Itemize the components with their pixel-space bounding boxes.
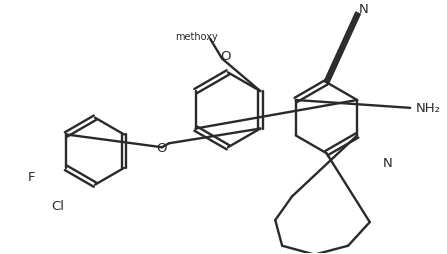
Text: methoxy: methoxy	[175, 32, 218, 42]
Text: F: F	[27, 171, 35, 184]
Text: NH₂: NH₂	[416, 102, 441, 115]
Text: O: O	[157, 141, 167, 154]
Text: N: N	[359, 3, 369, 16]
Text: O: O	[220, 50, 230, 63]
Text: N: N	[383, 156, 392, 169]
Text: Cl: Cl	[51, 199, 64, 212]
